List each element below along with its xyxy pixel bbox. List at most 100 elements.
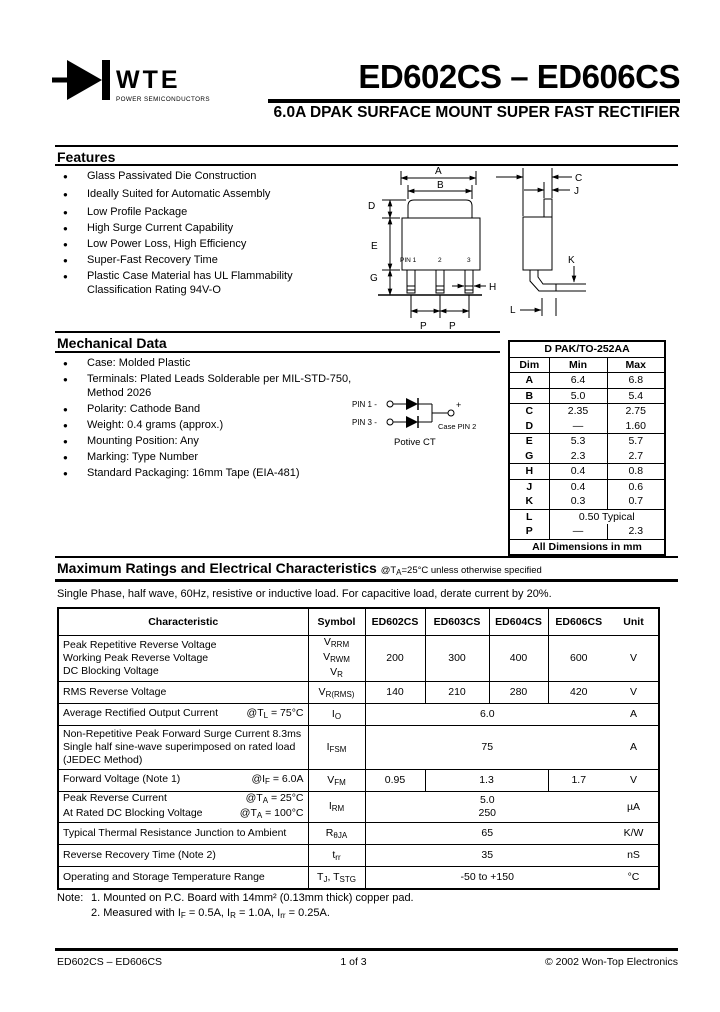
dim-label-e: E — [371, 241, 378, 252]
bullet-icon: ● — [63, 436, 68, 446]
table-row: Typical Thermal Resistance Junction to A… — [57, 821, 660, 845]
table-row: H 0.4 0.8 — [509, 463, 666, 480]
dim-label-d: D — [368, 201, 375, 212]
pin3-label: 3 — [467, 257, 471, 264]
table-row: RMS Reverse Voltage VR(RMS) 140 210 280 … — [57, 680, 660, 704]
mechanical-heading: Mechanical Data — [57, 335, 167, 351]
pin2-label: 2 — [438, 257, 442, 264]
ratings-overline — [55, 556, 678, 558]
table-row: Operating and Storage Temperature Range … — [57, 865, 660, 890]
case-pin-label: Case PIN 2 — [438, 422, 476, 431]
schematic-pin1-label: PIN 1 - — [352, 400, 377, 409]
dim-label-p1: P — [420, 321, 427, 332]
bullet-icon: ● — [63, 189, 68, 199]
page-title: ED602CS – ED606CS — [358, 58, 680, 95]
dim-label-j: J — [574, 186, 579, 197]
list-item: ● Terminals: Plated Leads Solderable per … — [63, 373, 352, 399]
features-heading: Features — [57, 149, 116, 165]
brand-text: WTE — [116, 66, 181, 94]
page-subtitle: 6.0A DPAK SURFACE MOUNT SUPER FAST RECTI… — [273, 104, 680, 121]
bullet-icon: ● — [63, 272, 68, 281]
table-row: J 0.4 0.6 — [509, 479, 666, 494]
list-item: ● Ideally Suited for Automatic Assembly — [63, 187, 271, 200]
col-header: Characteristic — [57, 607, 309, 636]
col-header: ED602CS — [364, 607, 426, 636]
package-outline-drawing: A B D E G H P P C J K L PIN 1 2 3 — [368, 166, 586, 332]
bullet-icon: ● — [63, 172, 68, 181]
table-row: B 5.0 5.4 — [509, 388, 666, 404]
bullet-icon: ● — [63, 420, 68, 430]
dim-label-l: L — [510, 305, 516, 316]
ratings-heading-note: @TA=25°C unless otherwise specified — [380, 565, 542, 577]
table-row: D —1.60 — [509, 418, 666, 434]
pin1-label: PIN 1 — [400, 257, 417, 264]
diode-icon — [406, 416, 418, 428]
ratings-underline — [55, 579, 678, 582]
bullet-icon: ● — [63, 404, 68, 414]
bullet-icon: ● — [63, 224, 68, 233]
wte-logo: WTE POWER SEMICONDUCTORS — [52, 60, 210, 103]
notes-label: Note: — [57, 892, 84, 904]
footer-page-number: 1 of 3 — [340, 956, 367, 968]
table-row: Peak Repetitive Reverse Voltage Working … — [57, 634, 660, 682]
brand-tagline: POWER SEMICONDUCTORS — [116, 96, 210, 103]
table-row: G 2.3 2.7 — [509, 448, 666, 464]
ratings-intro: Single Phase, half wave, 60Hz, resistive… — [57, 588, 552, 600]
list-item: ● Marking: Type Number — [63, 450, 199, 463]
list-item: ● High Surge Current Capability — [63, 222, 234, 234]
table-row: Non-Repetitive Peak Forward Surge Curren… — [57, 724, 660, 770]
list-item: ● Case: Molded Plastic — [63, 357, 191, 369]
dim-label-a: A — [435, 166, 442, 177]
table-header-row: Characteristic Symbol ED602CS ED603CS ED… — [57, 607, 660, 636]
footer-copyright: © 2002 Won-Top Electronics — [544, 956, 678, 968]
col-header: ED603CS — [424, 607, 490, 636]
diode-schematic: PIN 1 - PIN 3 - + Case PIN 2 Potive CT — [352, 398, 476, 448]
table-row: P —2.3 — [509, 524, 666, 540]
list-item: ● Weight: 0.4 grams (approx.) — [63, 418, 224, 431]
dim-label-p2: P — [449, 321, 456, 332]
bullet-icon: ● — [63, 375, 68, 384]
schematic-pin3-label: PIN 3 - — [352, 418, 377, 427]
table-row: Reverse Recovery Time (Note 2) trr 35 nS — [57, 843, 660, 867]
diode-icon — [52, 60, 110, 100]
polarity-mark: + — [456, 400, 461, 410]
mechanical-overline — [55, 331, 500, 333]
bullet-icon: ● — [63, 240, 68, 249]
diode-icon — [406, 398, 418, 410]
table-row: E 5.3 5.7 — [509, 433, 666, 449]
notes-block: Note: 1. Mounted on P.C. Board with 14mm… — [57, 891, 414, 923]
ratings-heading: Maximum Ratings and Electrical Character… — [57, 560, 542, 577]
list-item: ● Mounting Position: Any — [63, 434, 199, 447]
dim-label-k: K — [568, 255, 575, 266]
list-item: ● Low Power Loss, High Efficiency — [63, 238, 247, 250]
mechanical-list: ● Case: Molded Plastic ● Terminals: Plated… — [57, 357, 357, 483]
col-header: Max — [606, 357, 666, 373]
footer-part-number: ED602CS – ED606CS — [57, 956, 163, 968]
dim-label-h: H — [489, 282, 496, 293]
col-header: ED604CS — [488, 607, 549, 636]
table-row: Average Rectified Output Current @TL = 7… — [57, 702, 660, 726]
features-overline — [55, 145, 678, 147]
dim-table-footer: All Dimensions in mm — [532, 540, 642, 553]
table-row: C 2.35 2.75 — [509, 403, 666, 419]
note-line-1: 1. Mounted on P.C. Board with 14mm² (0.1… — [91, 892, 414, 904]
col-header: Dim — [509, 357, 549, 373]
col-header: ED606CS — [547, 607, 610, 636]
list-item: ● Glass Passivated Die Construction — [63, 170, 257, 182]
dimensions-table: D PAK/TO-252AA Dim Min Max A 6.4 6.8 B 5.0 5… — [508, 340, 667, 556]
list-item: ● Polarity: Cathode Band — [63, 402, 201, 415]
col-header: Unit — [609, 607, 660, 636]
list-item: ● Plastic Case Material has UL Flammabili… — [63, 270, 293, 296]
bullet-icon: ● — [63, 359, 68, 368]
mechanical-underline — [55, 351, 500, 353]
dim-label-b: B — [437, 180, 444, 191]
features-underline — [55, 164, 678, 166]
title-rule — [268, 99, 680, 103]
page-footer: ED602CS – ED606CS 1 of 3 © 2002 Won-Top … — [57, 956, 678, 968]
bullet-icon: ● — [63, 208, 68, 217]
list-item: ● Low Profile Package — [63, 206, 188, 218]
footer-rule — [55, 948, 678, 951]
package-tab — [407, 199, 473, 218]
list-item: ● Standard Packaging: 16mm Tape (EIA-481) — [63, 466, 300, 479]
table-row: A 6.4 6.8 — [509, 372, 666, 389]
